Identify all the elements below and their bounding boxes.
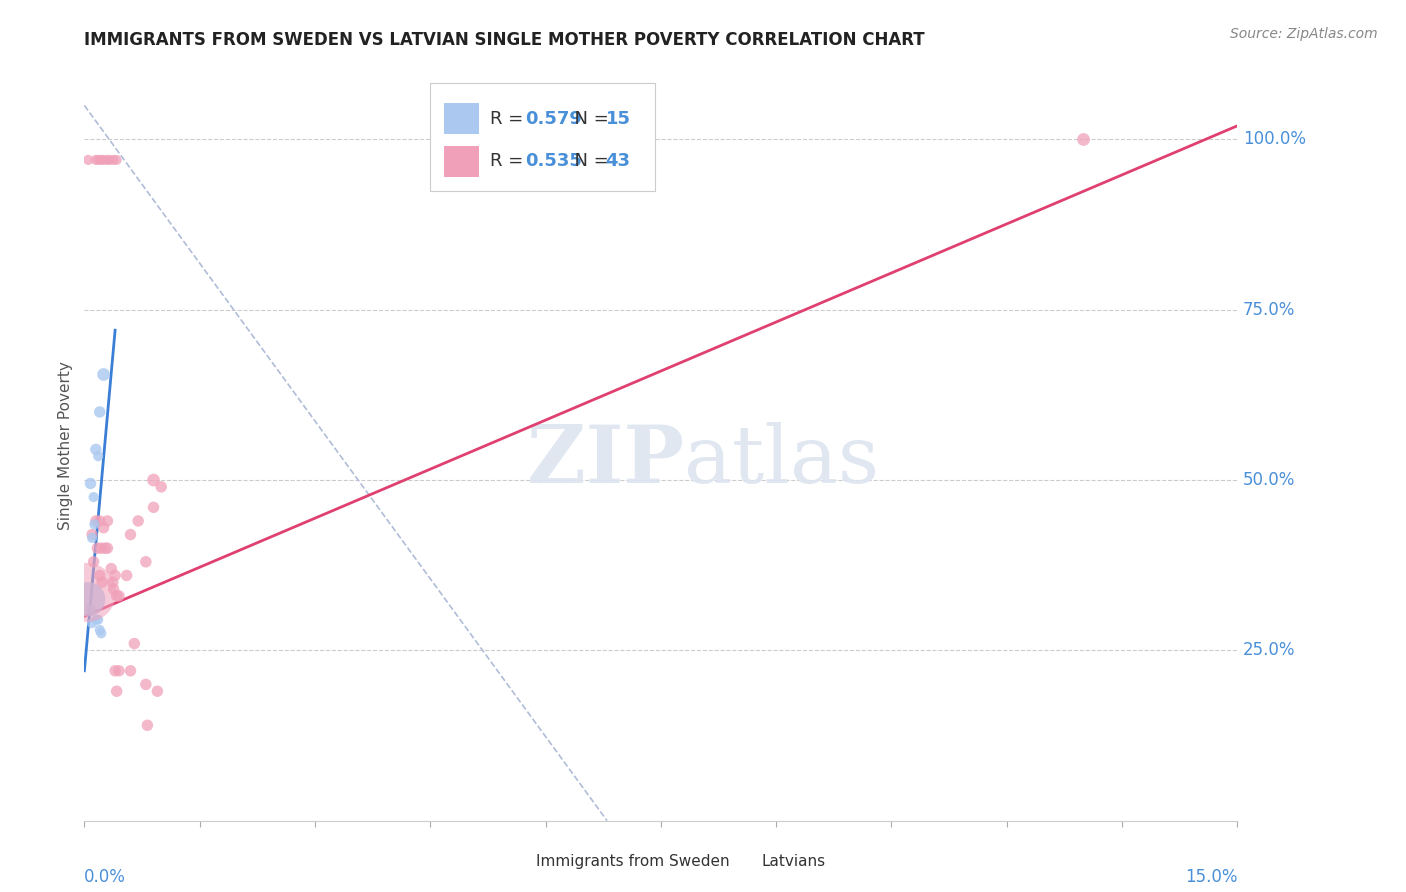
Text: 100.0%: 100.0% [1243, 130, 1306, 148]
Text: 15: 15 [606, 110, 630, 128]
Text: N =: N = [562, 153, 614, 170]
Point [108, 664, 131, 678]
Text: IMMIGRANTS FROM SWEDEN VS LATVIAN SINGLE MOTHER POVERTY CORRELATION CHART: IMMIGRANTS FROM SWEDEN VS LATVIAN SINGLE… [84, 31, 925, 49]
Point [93, 153, 115, 167]
Point [89, 514, 111, 528]
Point [101, 575, 124, 590]
Text: R =: R = [491, 153, 529, 170]
Point [146, 684, 169, 698]
Point [105, 684, 128, 698]
Point [96, 514, 118, 528]
Point [96, 153, 118, 167]
Point [142, 473, 165, 487]
Point [150, 480, 173, 494]
Text: Source: ZipAtlas.com: Source: ZipAtlas.com [1230, 27, 1378, 41]
Point [87, 613, 110, 627]
Point [86, 541, 108, 556]
Point [120, 527, 142, 541]
Text: Latvians: Latvians [761, 855, 825, 870]
Point [93, 521, 115, 535]
Point [115, 568, 138, 582]
Point [98, 153, 121, 167]
Text: 50.0%: 50.0% [1243, 471, 1295, 489]
Point [105, 153, 128, 167]
Point [136, 718, 159, 732]
Point [83, 517, 105, 532]
Point [89, 623, 111, 637]
Point [91, 575, 114, 590]
Point [84, 514, 107, 528]
Text: atlas: atlas [683, 422, 879, 500]
Point [94, 541, 117, 556]
Point [80, 616, 103, 631]
Point [135, 677, 157, 691]
Text: 75.0%: 75.0% [1243, 301, 1295, 318]
Bar [499, 853, 524, 871]
Point [135, 555, 157, 569]
Point [87, 153, 110, 167]
Text: Immigrants from Sweden: Immigrants from Sweden [536, 855, 730, 870]
Point [103, 582, 125, 596]
Point [108, 589, 131, 603]
Text: ZIP: ZIP [527, 422, 683, 500]
Bar [444, 145, 478, 177]
Point [90, 153, 112, 167]
Point [93, 368, 115, 382]
Point [79, 476, 101, 491]
Point [83, 490, 105, 504]
Point [89, 568, 111, 582]
Text: 0.535: 0.535 [524, 153, 582, 170]
Point [104, 664, 127, 678]
Text: N =: N = [562, 110, 614, 128]
Text: R =: R = [491, 110, 529, 128]
Text: 0.579: 0.579 [524, 110, 582, 128]
Point [103, 153, 125, 167]
Text: 0.0%: 0.0% [84, 868, 127, 887]
Point [80, 527, 103, 541]
Point [124, 636, 146, 650]
Point [77, 153, 100, 167]
Point [104, 568, 127, 582]
Point [105, 589, 128, 603]
Point [84, 153, 107, 167]
Point [96, 541, 118, 556]
Point [100, 561, 122, 575]
Y-axis label: Single Mother Poverty: Single Mother Poverty [58, 361, 73, 531]
Point [77, 592, 100, 607]
Point [142, 500, 165, 515]
Point [79, 602, 101, 616]
Point [89, 405, 111, 419]
Point [76, 585, 98, 599]
Text: 25.0%: 25.0% [1243, 641, 1295, 659]
Point [83, 555, 105, 569]
Point [80, 531, 103, 545]
Text: 43: 43 [606, 153, 630, 170]
Point [120, 664, 142, 678]
Point [84, 613, 107, 627]
Point [127, 514, 149, 528]
Bar [444, 103, 478, 135]
Point [1073, 132, 1095, 146]
Point [84, 442, 107, 457]
Bar [724, 853, 749, 871]
FancyBboxPatch shape [430, 83, 655, 191]
Text: 15.0%: 15.0% [1185, 868, 1237, 887]
Point [90, 626, 112, 640]
Point [87, 449, 110, 463]
Point [90, 541, 112, 556]
